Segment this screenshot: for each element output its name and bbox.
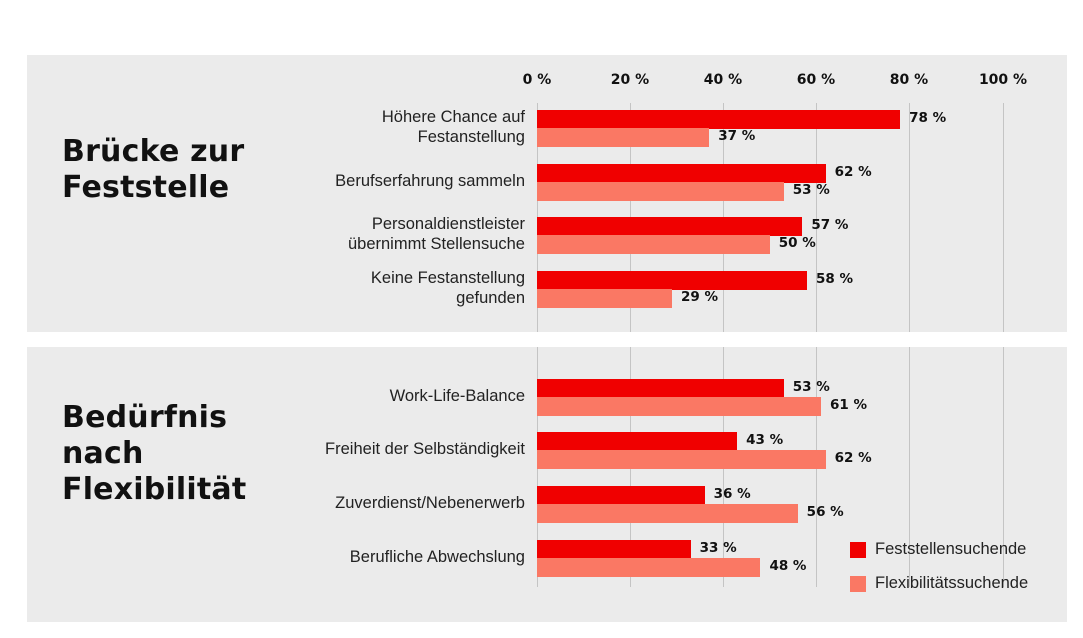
x-tick-label: 80 %: [889, 72, 929, 88]
value-label-feststellensuchende: 78 %: [909, 110, 947, 126]
value-label-flexibilitaetssuchende: 48 %: [769, 558, 807, 574]
gridline: [909, 347, 910, 587]
bar-feststellensuchende: [537, 486, 705, 505]
category-label: Keine Festanstellung gefunden: [371, 268, 525, 308]
gridline: [909, 103, 910, 332]
bar-flexibilitaetssuchende: [537, 504, 798, 523]
bar-flexibilitaetssuchende: [537, 289, 672, 308]
value-label-feststellensuchende: 36 %: [713, 486, 751, 502]
category-label-line: gefunden: [456, 289, 525, 307]
category-label-line: Personaldienstleister: [371, 215, 525, 233]
value-label-feststellensuchende: 57 %: [811, 217, 849, 233]
value-label-feststellensuchende: 58 %: [815, 271, 853, 287]
category-label-line: Freiheit der Selbständigkeit: [325, 440, 525, 458]
x-tick-label: 40 %: [703, 72, 743, 88]
section-title-flexibilitaet: Bedürfnis nach Flexibilität: [62, 400, 246, 508]
category-label: Berufliche Abwechslung: [350, 547, 525, 567]
category-label: Zuverdienst/Nebenerwerb: [335, 493, 525, 513]
section-title-line: Brücke zur: [62, 134, 245, 169]
bar-feststellensuchende: [537, 432, 738, 451]
bar-flexibilitaetssuchende: [537, 182, 784, 201]
bar-feststellensuchende: [537, 110, 901, 129]
legend-label: Flexibilitätssuchende: [875, 574, 1029, 592]
legend-item-feststellensuchende: Feststellensuchende: [850, 540, 1026, 559]
x-tick-label: 20 %: [610, 72, 650, 88]
value-label-feststellensuchende: 62 %: [834, 164, 872, 180]
gridline: [1003, 347, 1004, 587]
category-label-line: Berufliche Abwechslung: [349, 548, 525, 566]
category-label: Freiheit der Selbständigkeit: [325, 439, 525, 459]
category-label: Personaldienstleister übernimmt Stellensu…: [348, 214, 525, 254]
bar-feststellensuchende: [537, 379, 784, 398]
value-label-flexibilitaetssuchende: 29 %: [680, 289, 718, 305]
section-title-line: Feststelle: [62, 170, 230, 205]
bar-feststellensuchende: [537, 540, 691, 559]
category-label-line: Keine Festanstellung: [370, 269, 525, 287]
x-tick-label: 100 %: [978, 72, 1028, 88]
value-label-flexibilitaetssuchende: 62 %: [834, 450, 872, 466]
bar-flexibilitaetssuchende: [537, 450, 826, 469]
category-label-line: Work-Life-Balance: [389, 387, 525, 405]
x-tick-label: 60 %: [796, 72, 836, 88]
bar-flexibilitaetssuchende: [537, 397, 821, 416]
gridline: [816, 103, 817, 332]
value-label-flexibilitaetssuchende: 56 %: [806, 504, 844, 520]
category-label-line: Festanstellung: [417, 128, 525, 146]
category-label: Höhere Chance auf Festanstellung: [382, 107, 525, 147]
value-label-flexibilitaetssuchende: 37 %: [718, 128, 756, 144]
category-label-line: Zuverdienst/Nebenerwerb: [335, 494, 525, 512]
value-label-flexibilitaetssuchende: 53 %: [792, 182, 830, 198]
value-label-feststellensuchende: 33 %: [699, 540, 737, 556]
x-tick-label: 0 %: [522, 72, 552, 88]
section-title-line: nach: [62, 436, 144, 471]
section-title-line: Flexibilität: [62, 472, 247, 507]
value-label-feststellensuchende: 43 %: [746, 432, 784, 448]
category-label: Berufserfahrung sammeln: [335, 171, 525, 191]
category-label-line: Berufserfahrung sammeln: [335, 172, 525, 190]
bar-flexibilitaetssuchende: [537, 128, 710, 147]
category-label: Work-Life-Balance: [390, 386, 525, 406]
legend-item-flexibilitaetssuchende: Flexibilitätssuchende: [850, 574, 1028, 593]
legend-swatch: [850, 541, 866, 558]
bar-flexibilitaetssuchende: [537, 235, 770, 254]
bar-flexibilitaetssuchende: [537, 558, 761, 577]
legend-swatch: [850, 575, 866, 592]
gridline: [1003, 103, 1004, 332]
category-label-line: übernimmt Stellensuche: [347, 235, 525, 253]
value-label-flexibilitaetssuchende: 61 %: [829, 397, 867, 413]
value-label-feststellensuchende: 53 %: [792, 379, 830, 395]
section-title-bruecke: Brücke zur Feststelle: [62, 134, 244, 206]
legend-label: Feststellensuchende: [875, 540, 1027, 558]
bar-feststellensuchende: [537, 271, 807, 290]
category-label-line: Höhere Chance auf: [381, 108, 525, 126]
section-title-line: Bedürfnis: [62, 400, 228, 435]
bar-feststellensuchende: [537, 164, 826, 183]
value-label-flexibilitaetssuchende: 50 %: [778, 235, 816, 251]
bar-feststellensuchende: [537, 217, 803, 236]
